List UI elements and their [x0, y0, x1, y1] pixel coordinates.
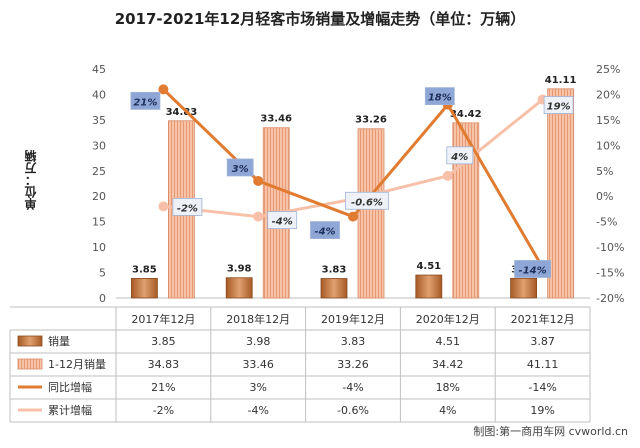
table-cell: 19% — [530, 404, 554, 417]
legend-swatch-cumulative — [17, 358, 43, 370]
y-tick-label: 40 — [92, 88, 106, 101]
yoy-growth-label-box — [424, 87, 455, 106]
table-cell: 3% — [249, 381, 266, 394]
bar-label-cumulative: 34.83 — [166, 107, 198, 118]
y2-tick-label: -5% — [596, 216, 617, 229]
table-cell: 33.26 — [337, 358, 369, 371]
table-cell: -0.6% — [337, 404, 369, 417]
bar-monthly-sales — [320, 278, 348, 299]
table-category-label: 2017年12月 — [131, 312, 195, 326]
table-cell: 4.51 — [436, 335, 461, 348]
yoy-growth-point — [158, 84, 169, 95]
y-tick-label: 15 — [92, 216, 106, 229]
table-cell: 41.11 — [527, 358, 559, 371]
bar-label-cumulative: 41.11 — [545, 75, 577, 86]
cumulative-growth-label: -0.6% — [351, 197, 383, 208]
cumulative-growth-label-box — [543, 96, 574, 114]
table-series-name: 1-12月销量 — [48, 357, 106, 371]
cumulative-growth-label-box — [345, 191, 389, 210]
y2-tick-label: -20% — [596, 292, 624, 305]
cumulative-growth-label: -4% — [272, 217, 293, 228]
table-cell: 3.98 — [246, 335, 271, 348]
y-tick-label: 0 — [99, 292, 106, 305]
bar-label-monthly: 3.98 — [227, 264, 252, 275]
cumulative-growth-point — [253, 211, 264, 222]
yoy-growth-label-box — [226, 158, 254, 177]
table-category-label: 2021年12月 — [511, 312, 575, 326]
cumulative-growth-point — [158, 201, 169, 212]
table-category-label: 2020年12月 — [416, 312, 480, 326]
cumulative-growth-label-box — [172, 197, 203, 216]
table-cell: 4% — [439, 404, 456, 417]
bar-monthly-sales — [510, 277, 538, 299]
yoy-growth-label: -14% — [519, 265, 547, 276]
yoy-growth-line — [162, 88, 544, 269]
legend-swatch-monthly — [17, 335, 43, 347]
table-cell: 3.87 — [530, 335, 555, 348]
y2-tick-label: 10% — [596, 139, 620, 152]
bar-cumulative-sales — [547, 88, 574, 299]
bar-label-monthly: 4.51 — [416, 261, 441, 272]
bar-label-cumulative: 33.26 — [355, 115, 387, 126]
yoy-growth-label-box — [310, 221, 340, 239]
table-cell: -4% — [342, 381, 363, 394]
cumulative-growth-point — [442, 170, 453, 181]
table-cell: 34.42 — [432, 358, 464, 371]
table-series-name: 同比增幅 — [48, 380, 92, 394]
y2-tick-label: 0% — [596, 190, 613, 203]
table-cell: 3.83 — [341, 335, 366, 348]
bar-monthly-sales — [130, 278, 158, 299]
chart-title: 2017-2021年12月轻客市场销量及增幅走势（单位：万辆） — [114, 10, 526, 28]
table-series-name: 销量 — [48, 334, 70, 348]
y-tick-label: 20 — [92, 190, 106, 203]
y2-tick-label: -10% — [596, 241, 624, 254]
y-tick-label: 35 — [92, 114, 106, 127]
yoy-growth-label: 18% — [428, 93, 452, 104]
y-tick-label: 30 — [92, 139, 106, 152]
bar-monthly-sales — [225, 277, 253, 299]
bar-cumulative-sales — [357, 128, 385, 299]
y-tick-label: 10 — [92, 241, 106, 254]
bar-label-cumulative: 34.42 — [450, 109, 482, 120]
table-cell: -14% — [528, 381, 556, 394]
y2-tick-label: 20% — [596, 88, 620, 101]
table-series-name: 累计增幅 — [48, 403, 92, 417]
table-cell: 18% — [436, 381, 460, 394]
table-category-label: 2018年12月 — [226, 312, 290, 326]
table-cell: 3.85 — [151, 335, 176, 348]
table-cell: 34.83 — [148, 358, 180, 371]
yoy-growth-label: -4% — [314, 227, 335, 238]
y-tick-label: 45 — [92, 63, 106, 76]
cumulative-growth-label: -2% — [177, 203, 198, 214]
bar-label-cumulative: 33.46 — [260, 114, 292, 125]
table-cell: -2% — [153, 404, 174, 417]
data-table: 2017年12月 2018年12月 2019年12月 2020年12月 2021年12月… — [9, 306, 591, 423]
yoy-growth-point — [348, 211, 358, 222]
y2-tick-label: -15% — [596, 267, 624, 280]
cumulative-growth-label: 19% — [547, 102, 571, 113]
cumulative-growth-label-box — [446, 146, 474, 165]
y2-tick-label: 15% — [596, 114, 620, 127]
yoy-growth-label: 3% — [232, 164, 249, 175]
bar-label-monthly: 3.85 — [132, 264, 157, 275]
y-tick-label: 5 — [99, 267, 106, 280]
cumulative-growth-label: 4% — [450, 152, 468, 163]
table-cell: 21% — [151, 381, 175, 394]
bar-label-monthly: 3.83 — [322, 265, 347, 276]
table-cell: -4% — [247, 404, 268, 417]
yoy-growth-label-box — [514, 260, 551, 278]
yoy-growth-label: 21% — [133, 97, 157, 108]
yoy-growth-label-box — [130, 91, 161, 110]
cumulative-growth-label-box — [267, 211, 298, 229]
y2-tick-label: 25% — [596, 63, 620, 76]
y2-tick-label: 5% — [596, 165, 613, 178]
yoy-growth-point — [253, 175, 264, 186]
plot-area: 0 5 10 15 20 25 30 35 40 45 -20% -15% -10% -5% 0% 5% 10%… — [92, 63, 624, 305]
bar-monthly-sales — [415, 274, 443, 299]
table-category-label: 2019年12月 — [321, 312, 385, 326]
y-tick-label: 25 — [92, 165, 106, 178]
table-cell: 33.46 — [242, 358, 274, 371]
chart-credit: 制图:第一商用车网 cvworld.cn — [473, 425, 628, 438]
